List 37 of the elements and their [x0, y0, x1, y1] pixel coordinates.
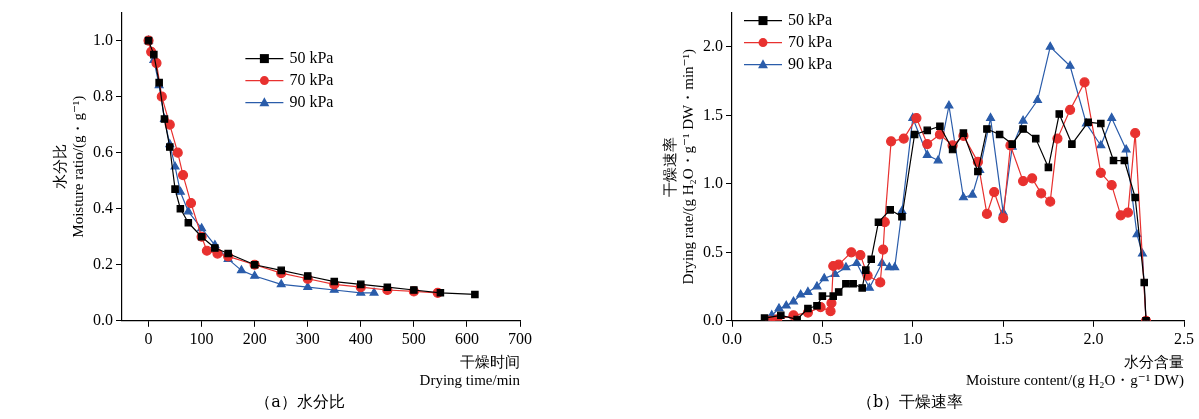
x-tick-label: 700 [508, 329, 532, 347]
x-tick-label: 100 [189, 329, 214, 347]
y-axis-title: 水分比 Moisture ratio/(g・g⁻¹) [51, 95, 87, 238]
x-tick-label: 0.5 [812, 329, 833, 347]
x-tick-label: 600 [454, 329, 479, 347]
x-tick-label: 500 [401, 329, 426, 347]
y-axis-title: 干燥速率 Drying rate/(g H₂O・g⁻¹ DW・min⁻¹) [661, 48, 697, 285]
y-tick-label: 0.4 [93, 198, 113, 216]
y-tick-label: 1.0 [703, 174, 723, 192]
x-tick-label: 0.0 [722, 329, 742, 347]
text: （a）水分比 [254, 392, 346, 413]
legend-label: 70 kPa [289, 70, 334, 88]
x-tick-label: 300 [295, 329, 320, 347]
text: （b）干燥速率 [855, 392, 965, 413]
legend-label: 70 kPa [788, 32, 832, 50]
x-tick-label: 2.0 [1083, 329, 1104, 347]
y-tick-label: 0.5 [703, 242, 723, 260]
legend-label: 90 kPa [289, 92, 334, 110]
x-tick-label: 1.0 [902, 329, 923, 347]
x-tick-label: 2.5 [1174, 329, 1194, 347]
y-tick-label: 0.6 [93, 142, 113, 160]
legend-label: 50 kPa [289, 48, 334, 66]
legend-label: 90 kPa [788, 54, 832, 72]
y-tick-label: 0.0 [703, 311, 723, 328]
y-tick-label: 0.8 [93, 86, 113, 104]
x-tick-label: 200 [242, 329, 267, 347]
x-tick-label: 1.5 [993, 329, 1014, 347]
x-tick-label: 400 [348, 329, 373, 347]
y-tick-label: 0.2 [93, 254, 113, 272]
x-tick-label: 0 [144, 329, 153, 347]
y-tick-label: 1.5 [703, 105, 723, 123]
y-tick-label: 0.0 [93, 311, 113, 328]
x-axis-title: 干燥时间 Drying time/min [419, 353, 521, 388]
y-tick-label: 2.0 [703, 37, 723, 55]
y-tick-label: 1.0 [93, 30, 113, 48]
x-axis-title: 水分含量 Moisture content/(g H₂O・g⁻¹ DW) [965, 353, 1184, 389]
legend-label: 50 kPa [788, 10, 832, 28]
